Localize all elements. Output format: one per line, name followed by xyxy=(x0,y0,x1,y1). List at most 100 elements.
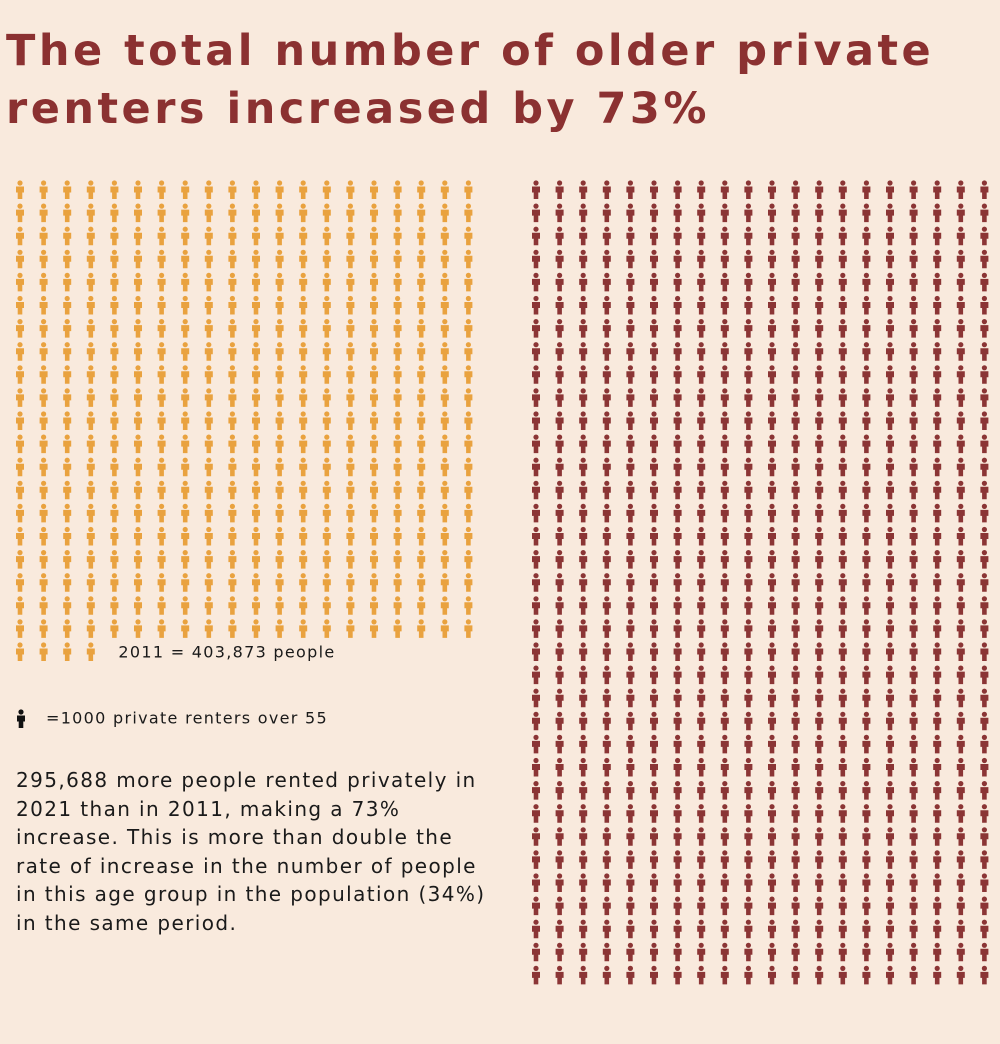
person-icon xyxy=(650,342,658,361)
person-icon xyxy=(768,272,776,292)
person-icon xyxy=(673,711,682,731)
person-icon xyxy=(673,457,682,477)
legend-label: =1000 private renters over 55 xyxy=(46,709,328,728)
person-icon xyxy=(440,596,449,615)
person-icon xyxy=(275,619,284,638)
person-icon xyxy=(370,526,378,546)
person-icon xyxy=(134,434,142,454)
person-icon xyxy=(697,342,706,361)
person-icon xyxy=(579,272,588,292)
person-icon xyxy=(862,526,871,546)
person-icon xyxy=(768,526,776,546)
person-icon xyxy=(673,919,682,939)
person-icon xyxy=(956,781,965,800)
person-icon xyxy=(579,457,588,477)
person-icon xyxy=(650,965,658,985)
person-icon xyxy=(322,180,331,199)
person-icon xyxy=(768,480,776,500)
person-icon xyxy=(299,249,308,269)
person-icon xyxy=(815,526,824,546)
person-icon xyxy=(650,896,658,916)
person-icon xyxy=(579,827,588,846)
person-icon xyxy=(838,226,847,246)
person-icon xyxy=(744,965,753,985)
person-icon xyxy=(252,342,260,361)
person-icon xyxy=(909,873,918,892)
person-icon xyxy=(322,573,331,592)
person-icon xyxy=(886,249,894,269)
person-icon xyxy=(933,619,942,638)
person-icon xyxy=(862,642,871,661)
person-icon xyxy=(933,734,942,754)
person-icon xyxy=(299,319,308,338)
person-icon xyxy=(346,457,355,477)
person-icon xyxy=(980,804,989,823)
person-icon xyxy=(909,734,918,754)
person-icon xyxy=(744,272,753,292)
person-icon xyxy=(464,226,473,246)
person-icon xyxy=(838,665,847,685)
person-icon xyxy=(909,965,918,985)
person-icon xyxy=(602,827,611,846)
person-icon xyxy=(838,295,847,315)
person-icon xyxy=(697,503,706,523)
person-icon xyxy=(555,781,564,800)
person-icon xyxy=(204,619,213,638)
person-icon xyxy=(181,457,190,477)
person-icon xyxy=(275,203,284,223)
person-icon xyxy=(697,434,706,454)
person-icon xyxy=(322,203,331,223)
person-icon xyxy=(555,272,564,292)
person-icon xyxy=(532,573,540,592)
person-icon xyxy=(322,503,331,523)
person-icon xyxy=(626,919,635,939)
person-icon xyxy=(417,619,426,638)
person-icon xyxy=(626,781,635,800)
person-icon xyxy=(815,688,824,708)
person-icon xyxy=(39,550,48,569)
person-icon xyxy=(909,550,918,569)
person-icon xyxy=(886,550,894,569)
person-icon xyxy=(697,180,706,199)
person-icon xyxy=(555,550,564,569)
person-icon xyxy=(768,781,776,800)
person-icon xyxy=(862,896,871,916)
person-icon xyxy=(555,619,564,638)
person-icon xyxy=(417,573,426,592)
person-icon xyxy=(697,942,706,962)
person-icon xyxy=(134,526,142,546)
person-icon xyxy=(63,619,72,638)
person-icon xyxy=(440,203,449,223)
person-icon xyxy=(720,619,729,638)
person-icon xyxy=(980,203,989,223)
person-icon xyxy=(157,388,166,407)
person-icon xyxy=(555,249,564,269)
person-icon xyxy=(555,942,564,962)
person-icon xyxy=(673,573,682,592)
person-icon xyxy=(626,480,635,500)
person-icon xyxy=(886,757,894,777)
person-icon xyxy=(464,411,473,430)
person-icon xyxy=(626,757,635,777)
person-icon xyxy=(720,942,729,962)
person-icon xyxy=(720,180,729,199)
person-icon xyxy=(744,249,753,269)
person-icon xyxy=(697,642,706,661)
person-icon xyxy=(720,642,729,661)
person-icon xyxy=(956,711,965,731)
person-icon xyxy=(744,295,753,315)
person-icon xyxy=(579,550,588,569)
person-icon xyxy=(579,781,588,800)
person-icon xyxy=(532,827,540,846)
person-icon xyxy=(673,665,682,685)
person-icon xyxy=(181,550,190,569)
person-icon xyxy=(532,480,540,500)
person-icon xyxy=(720,434,729,454)
person-icon xyxy=(393,434,402,454)
person-icon xyxy=(768,711,776,731)
person-icon xyxy=(650,850,658,869)
person-icon xyxy=(791,827,800,846)
person-icon xyxy=(440,411,449,430)
person-icon xyxy=(886,388,894,407)
person-icon xyxy=(322,388,331,407)
